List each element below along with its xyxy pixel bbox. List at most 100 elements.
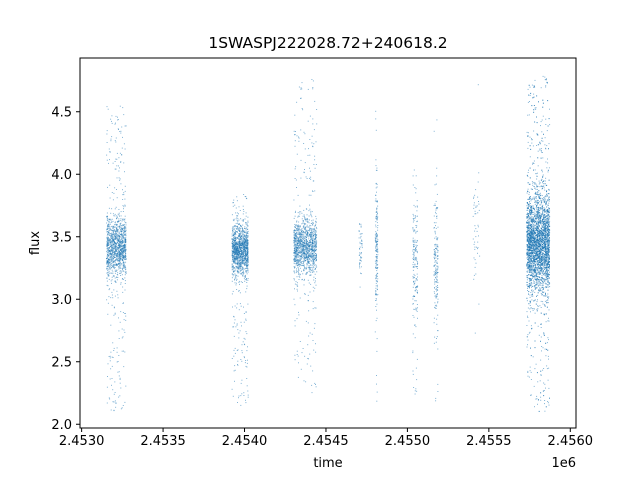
data-point [416, 206, 418, 208]
data-point [239, 260, 241, 262]
data-point [297, 376, 299, 378]
data-point [116, 218, 117, 220]
data-point [303, 248, 305, 249]
data-point [113, 401, 115, 403]
data-point [235, 276, 237, 278]
data-point [307, 244, 309, 246]
data-point [120, 275, 122, 276]
data-point [437, 226, 439, 228]
data-point [110, 253, 112, 255]
data-point [112, 258, 114, 260]
data-point [233, 258, 235, 260]
data-point [297, 232, 299, 234]
data-point [247, 359, 248, 361]
data-point [246, 265, 248, 267]
data-point [301, 256, 303, 258]
data-point [314, 250, 316, 252]
data-point [377, 281, 378, 283]
data-point [106, 272, 108, 274]
data-point [246, 229, 248, 230]
data-point [310, 241, 312, 243]
data-point [311, 256, 312, 258]
data-point [232, 266, 234, 268]
data-point [313, 279, 315, 281]
data-point [239, 247, 241, 249]
data-point [245, 247, 247, 249]
data-point [235, 249, 237, 251]
data-point [237, 270, 239, 272]
data-point [240, 255, 242, 257]
data-point [304, 266, 305, 268]
data-point [376, 242, 378, 244]
data-point [305, 256, 307, 258]
data-point [295, 260, 297, 262]
data-point [106, 228, 108, 230]
data-point [240, 258, 242, 260]
data-point [119, 251, 121, 253]
data-point [107, 256, 109, 258]
data-point [414, 390, 416, 392]
data-point [244, 279, 246, 280]
data-point [246, 223, 248, 225]
data-point [314, 307, 316, 309]
data-point [294, 235, 296, 237]
data-point [239, 239, 241, 241]
data-point [124, 262, 126, 264]
data-point [238, 250, 240, 251]
data-point [112, 231, 114, 233]
data-point [112, 271, 114, 273]
data-point [359, 252, 361, 254]
data-point [244, 196, 246, 197]
data-point [376, 260, 378, 262]
data-point [416, 220, 418, 222]
data-point [233, 248, 235, 250]
data-point [310, 176, 312, 178]
data-point [125, 235, 127, 237]
data-point [293, 245, 295, 247]
data-point [234, 267, 236, 269]
data-point [475, 205, 477, 207]
data-point [413, 387, 415, 388]
data-point [295, 260, 297, 262]
data-point [309, 224, 311, 226]
data-point [361, 245, 363, 247]
data-point [113, 251, 115, 253]
data-point [106, 251, 108, 252]
data-point [377, 213, 378, 214]
data-point [436, 273, 438, 275]
data-point [299, 226, 301, 228]
data-point [244, 259, 246, 261]
data-point [106, 256, 108, 258]
data-point [294, 134, 295, 136]
data-point [434, 257, 436, 259]
data-point [297, 233, 299, 235]
data-point [234, 279, 236, 281]
data-point [239, 271, 241, 273]
data-point [115, 115, 117, 117]
data-point [120, 272, 121, 274]
data-point [108, 263, 110, 265]
data-point [416, 246, 417, 248]
data-point [115, 237, 117, 239]
data-point [113, 393, 115, 395]
data-point [412, 253, 414, 255]
data-point [297, 241, 299, 243]
data-point [114, 233, 115, 235]
data-point [241, 250, 243, 252]
data-point [111, 279, 113, 281]
data-point [233, 234, 235, 236]
data-point [303, 241, 305, 243]
data-point [298, 260, 300, 262]
data-point [298, 240, 300, 242]
data-point [296, 284, 298, 286]
data-point [293, 266, 295, 268]
data-point [296, 248, 298, 250]
data-point [313, 129, 315, 131]
data-point [114, 224, 116, 225]
data-point [236, 274, 238, 276]
data-point [116, 235, 118, 237]
data-point [242, 220, 244, 222]
data-point [436, 272, 438, 273]
data-point [124, 267, 126, 269]
data-point [121, 229, 123, 231]
